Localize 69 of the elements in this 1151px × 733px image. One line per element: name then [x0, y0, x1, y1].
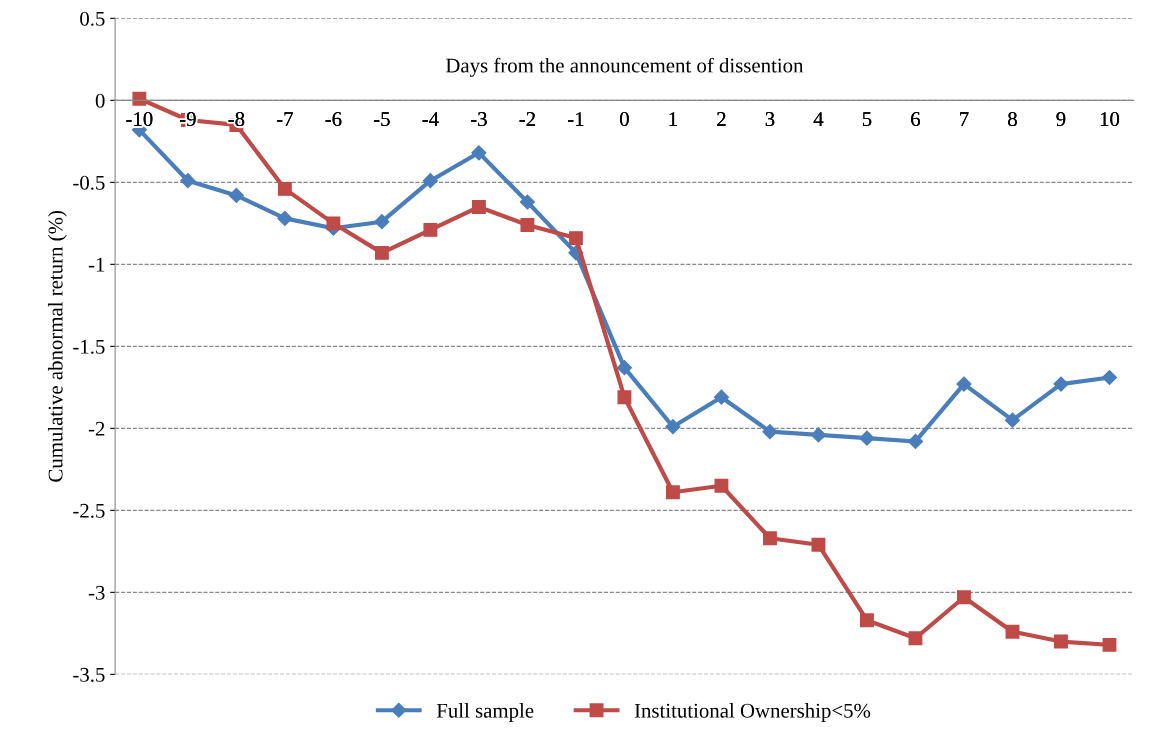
x-tick-label: 7 — [960, 112, 969, 126]
x-tick-label: 5 — [862, 112, 872, 127]
x-tick-label: -1 — [568, 112, 584, 126]
x-tick-label: 0 — [620, 112, 629, 127]
y-tick-label: 0.5 — [80, 11, 105, 26]
y-tick-label: -2 — [88, 421, 105, 436]
y-tick-label: -2.5 — [73, 503, 105, 518]
point — [471, 145, 487, 161]
point — [228, 187, 244, 204]
x-tick-label: 9 — [1056, 112, 1066, 127]
legend-label: Full sample — [436, 703, 534, 722]
point — [1054, 634, 1068, 649]
y-tick-label: -3.5 — [73, 667, 105, 682]
x-tick-label: 1 — [669, 112, 677, 126]
point — [811, 537, 826, 552]
point — [665, 419, 681, 435]
x-tick-label: 6 — [911, 112, 921, 127]
point — [1053, 376, 1069, 392]
point — [180, 173, 196, 189]
point — [859, 430, 875, 446]
point — [277, 181, 292, 196]
point — [665, 485, 680, 500]
point — [423, 222, 438, 237]
point — [520, 218, 535, 232]
point — [1005, 624, 1020, 639]
point — [956, 376, 972, 392]
point — [617, 390, 632, 405]
x-tick-label: -10 — [126, 112, 153, 127]
point — [713, 389, 730, 405]
point — [568, 231, 583, 246]
x-tick-label: -4 — [422, 112, 439, 126]
point — [860, 613, 874, 628]
point — [1004, 412, 1021, 428]
point — [277, 210, 293, 226]
point — [714, 478, 729, 493]
point — [374, 214, 390, 230]
y-tick-label: 0 — [95, 93, 105, 108]
y-tick-label: -1.5 — [73, 339, 105, 354]
y-tick-label: -0.5 — [73, 175, 105, 190]
point — [616, 360, 632, 376]
point — [762, 424, 778, 440]
point — [132, 91, 147, 106]
y-tick-label: -1 — [88, 257, 105, 272]
x-tick-label: 10 — [1100, 112, 1120, 127]
point — [471, 199, 486, 214]
point — [1102, 637, 1117, 652]
point — [1101, 369, 1118, 386]
point — [422, 173, 438, 189]
x-tick-label: 2 — [717, 112, 726, 126]
point — [326, 216, 341, 231]
x-tick-label: 3 — [765, 112, 775, 127]
x-tick-label: 4 — [813, 112, 824, 126]
point — [957, 590, 971, 605]
x-axis-title: Days from the announcement of dissention — [445, 57, 804, 77]
x-tick-label: -2 — [519, 112, 535, 126]
x-tick-label: -6 — [325, 112, 342, 127]
point — [810, 427, 827, 443]
legend-label: Institutional Ownership<5% — [634, 703, 871, 722]
point — [907, 433, 924, 450]
x-tick-label: -7 — [276, 112, 293, 126]
x-tick-label: -5 — [373, 112, 390, 127]
y-axis-title: Cumulative abnormal return (%) — [47, 211, 67, 482]
point — [908, 631, 923, 646]
x-tick-label: 8 — [1008, 112, 1017, 127]
y-tick-label: -3 — [88, 585, 105, 600]
point — [519, 194, 535, 210]
x-tick-label: -3 — [471, 112, 487, 127]
point — [762, 531, 777, 546]
point — [374, 245, 389, 260]
